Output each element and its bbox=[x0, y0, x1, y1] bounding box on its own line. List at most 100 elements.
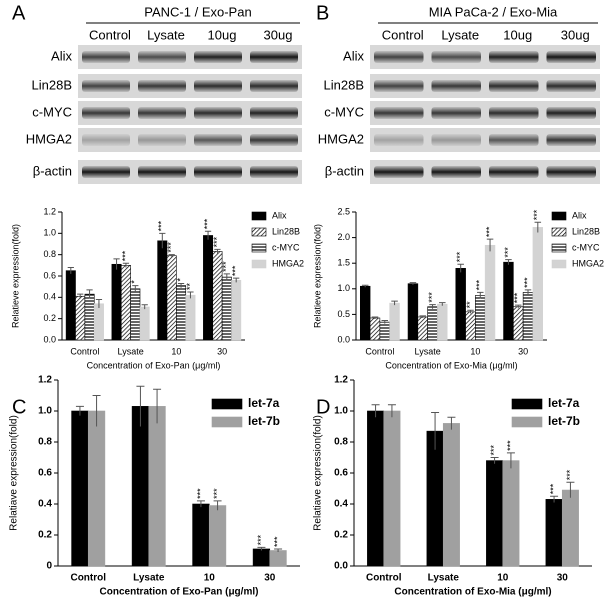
significance: *** bbox=[256, 534, 266, 545]
legend-label: Alix bbox=[272, 210, 287, 220]
panel-label: C bbox=[12, 396, 26, 418]
legend-swatch bbox=[551, 211, 567, 221]
bar bbox=[93, 303, 104, 341]
x-tick-label: 30 bbox=[264, 573, 276, 584]
legend-swatch bbox=[551, 259, 567, 269]
blot-row-label: Lin28B bbox=[324, 77, 364, 92]
y-axis-label: Relatiave expression(fold) bbox=[313, 415, 324, 531]
y-tick-label: 1.2 bbox=[38, 375, 52, 386]
significance: *** bbox=[427, 292, 437, 303]
bar bbox=[475, 295, 486, 341]
blot-band bbox=[374, 80, 424, 92]
bar bbox=[269, 550, 287, 567]
blot-row-label: β-actin bbox=[325, 163, 364, 178]
x-axis-label: Concentration of Exo-Mia (μg/ml) bbox=[385, 360, 517, 370]
bar bbox=[231, 279, 242, 341]
blot-band bbox=[546, 134, 596, 146]
error-bar bbox=[439, 302, 446, 306]
bar bbox=[545, 499, 563, 567]
y-tick-label: 0.2 bbox=[43, 313, 56, 323]
y-tick-label: 0.0 bbox=[43, 334, 56, 344]
bar bbox=[87, 410, 106, 567]
significance: *** bbox=[475, 279, 485, 290]
blot-band bbox=[374, 107, 424, 119]
blot-band bbox=[138, 80, 186, 92]
error-bar bbox=[223, 273, 230, 281]
lane-label: Lysate bbox=[147, 27, 185, 42]
legend-swatch bbox=[511, 398, 543, 410]
bar bbox=[502, 460, 520, 567]
blot-row-label: Lin28B bbox=[32, 77, 72, 92]
significance: *** bbox=[565, 469, 575, 480]
y-tick-label: 0 bbox=[46, 561, 52, 572]
blot-band bbox=[489, 80, 539, 92]
y-axis-label: Relatiave expression(fold) bbox=[9, 415, 20, 531]
significance: *** bbox=[489, 444, 499, 455]
error-bar bbox=[486, 238, 494, 252]
bar bbox=[369, 317, 381, 341]
x-axis-label: Concentration of Exo-Pan (μg/ml) bbox=[87, 360, 221, 370]
blot-band bbox=[82, 166, 130, 178]
legend-swatch bbox=[551, 227, 567, 237]
error-bar bbox=[381, 320, 389, 324]
error-bar bbox=[274, 548, 283, 553]
blot-row-label: Alix bbox=[51, 48, 72, 63]
blot-band bbox=[138, 107, 186, 119]
y-tick-label: 0.0 bbox=[337, 334, 350, 344]
blot-band bbox=[138, 166, 186, 178]
error-bar bbox=[550, 495, 559, 503]
x-tick-label: Control bbox=[70, 573, 106, 584]
blot-band bbox=[138, 134, 186, 146]
bar bbox=[437, 303, 448, 341]
bar bbox=[359, 285, 371, 341]
error-bar bbox=[86, 289, 93, 299]
error-bar bbox=[534, 221, 542, 233]
legend-swatch bbox=[251, 259, 267, 269]
y-tick-label: 0.8 bbox=[38, 437, 52, 448]
error-bar bbox=[177, 282, 185, 288]
blot-band bbox=[546, 51, 596, 63]
blot-band bbox=[431, 51, 481, 63]
legend-label: c-MYC bbox=[272, 242, 300, 252]
error-bar bbox=[429, 304, 436, 309]
significance: *** bbox=[202, 218, 212, 229]
error-bar bbox=[371, 316, 379, 320]
blot-band bbox=[138, 51, 186, 63]
significance: *** bbox=[221, 261, 231, 272]
y-tick-label: 0.6 bbox=[334, 468, 348, 479]
error-bar bbox=[233, 277, 240, 283]
blot-band bbox=[546, 107, 596, 119]
error-bar bbox=[213, 500, 222, 511]
blot-band bbox=[374, 51, 424, 63]
blot-band bbox=[431, 80, 481, 92]
significance: *** bbox=[484, 226, 494, 237]
x-tick-label: 30 bbox=[557, 573, 569, 584]
legend-label: let-7a bbox=[548, 396, 580, 410]
error-bar bbox=[168, 254, 175, 257]
error-bar bbox=[187, 291, 194, 299]
significance: *** bbox=[505, 440, 515, 451]
blot-band bbox=[194, 80, 242, 92]
y-tick-label: 1.0 bbox=[337, 283, 350, 293]
lane-label: 10ug bbox=[503, 27, 532, 42]
blot-row-label: HMGA2 bbox=[318, 131, 364, 146]
legend-label: let-7b bbox=[548, 414, 580, 428]
bar bbox=[75, 295, 86, 341]
bar bbox=[166, 255, 177, 341]
legend-swatch bbox=[211, 398, 243, 410]
x-tick-label: Lysate bbox=[428, 573, 460, 584]
blot-band bbox=[194, 166, 242, 178]
significance: *** bbox=[195, 488, 205, 499]
significance: *** bbox=[231, 265, 241, 276]
error-bar bbox=[122, 262, 130, 268]
blot-band bbox=[250, 80, 298, 92]
x-tick-label: 10 bbox=[204, 573, 216, 584]
blot-band bbox=[431, 134, 481, 146]
blot-band bbox=[194, 107, 242, 119]
bar bbox=[417, 316, 428, 341]
bar bbox=[71, 410, 89, 567]
bar bbox=[157, 240, 168, 341]
y-tick-label: 1.0 bbox=[43, 228, 56, 238]
bar bbox=[221, 276, 232, 341]
